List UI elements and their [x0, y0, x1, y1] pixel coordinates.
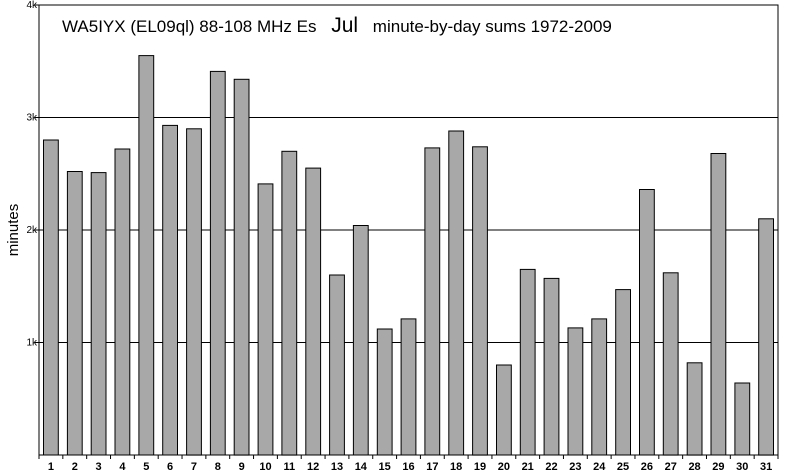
bar-day-29 [710, 153, 727, 456]
x-tick-label-7: 7 [191, 461, 197, 473]
axes [35, 4, 779, 459]
y-tick-label-2k: 2k [26, 225, 38, 236]
bar-day-2 [66, 171, 83, 456]
bar-day-11 [281, 150, 298, 456]
x-tick-label-17: 17 [426, 461, 438, 473]
bar-day-27 [662, 272, 679, 456]
x-tick-label-31: 31 [760, 461, 772, 473]
x-tick-label-1: 1 [48, 461, 54, 473]
x-tick-label-15: 15 [379, 461, 391, 473]
bar-day-10 [257, 183, 274, 456]
bar-day-30 [734, 382, 751, 456]
chart-title-month: Jul [331, 14, 358, 37]
x-tick-label-25: 25 [617, 461, 629, 473]
bar-day-12 [305, 167, 322, 456]
bar-day-4 [114, 148, 131, 456]
chart-title-main: WA5IYX (EL09ql) 88-108 MHz Es [62, 17, 316, 36]
bar-day-16 [400, 318, 417, 456]
x-tick-label-23: 23 [569, 461, 581, 473]
y-tick-label-3k: 3k [26, 113, 38, 124]
bar-day-5 [138, 55, 155, 456]
x-tick-label-6: 6 [167, 461, 173, 473]
x-tick-label-3: 3 [96, 461, 102, 473]
x-tick-label-19: 19 [474, 461, 486, 473]
chart-title: WA5IYX (EL09ql) 88-108 MHz Es Jul minute… [62, 14, 612, 37]
x-tick-label-16: 16 [402, 461, 414, 473]
x-tick-label-26: 26 [641, 461, 653, 473]
y-tick-label-4k: 4k [26, 0, 38, 11]
bar-day-18 [448, 130, 465, 456]
bar-day-13 [329, 274, 345, 456]
bar-day-25 [615, 289, 632, 456]
plot-frame [38, 4, 779, 456]
x-tick-label-10: 10 [259, 461, 271, 473]
bar-day-26 [639, 189, 655, 456]
x-tick-label-22: 22 [545, 461, 557, 473]
bar-day-19 [472, 146, 488, 456]
bar-day-31 [758, 218, 775, 456]
bar-day-22 [543, 277, 560, 456]
bar-day-15 [376, 328, 393, 456]
bar-day-24 [591, 318, 608, 456]
bar-day-20 [496, 364, 512, 456]
x-tick-label-30: 30 [736, 461, 748, 473]
bar-day-23 [567, 327, 584, 456]
x-tick-label-2: 2 [72, 461, 78, 473]
x-tick-label-21: 21 [522, 461, 534, 473]
bar-day-6 [162, 124, 178, 456]
x-tick-label-28: 28 [688, 461, 700, 473]
x-tick-label-5: 5 [143, 461, 149, 473]
x-tick-label-9: 9 [239, 461, 245, 473]
x-tick-label-24: 24 [593, 461, 606, 473]
bar-day-7 [186, 128, 202, 456]
y-axis-label: minutes [5, 204, 22, 257]
x-tick-label-12: 12 [307, 461, 319, 473]
bar-day-3 [90, 172, 107, 456]
x-tick-label-8: 8 [215, 461, 221, 473]
bar-day-21 [519, 268, 536, 456]
bar-day-8 [209, 70, 226, 456]
bars [43, 55, 775, 456]
x-tick-label-18: 18 [450, 461, 462, 473]
chart-subtitle: minute-by-day sums 1972-2009 [373, 17, 612, 36]
x-tick-label-4: 4 [119, 461, 126, 473]
x-tick-label-29: 29 [712, 461, 724, 473]
bar-day-14 [352, 225, 369, 456]
bar-day-1 [43, 139, 59, 456]
x-tick-label-20: 20 [498, 461, 510, 473]
x-tick-label-13: 13 [331, 461, 343, 473]
x-tick-label-27: 27 [665, 461, 677, 473]
x-tick-label-14: 14 [355, 461, 368, 473]
bar-day-9 [233, 78, 250, 456]
bar-day-17 [424, 147, 441, 456]
x-tick-label-11: 11 [283, 461, 295, 473]
bar-day-28 [686, 362, 703, 456]
y-tick-label-1k: 1k [26, 338, 38, 349]
